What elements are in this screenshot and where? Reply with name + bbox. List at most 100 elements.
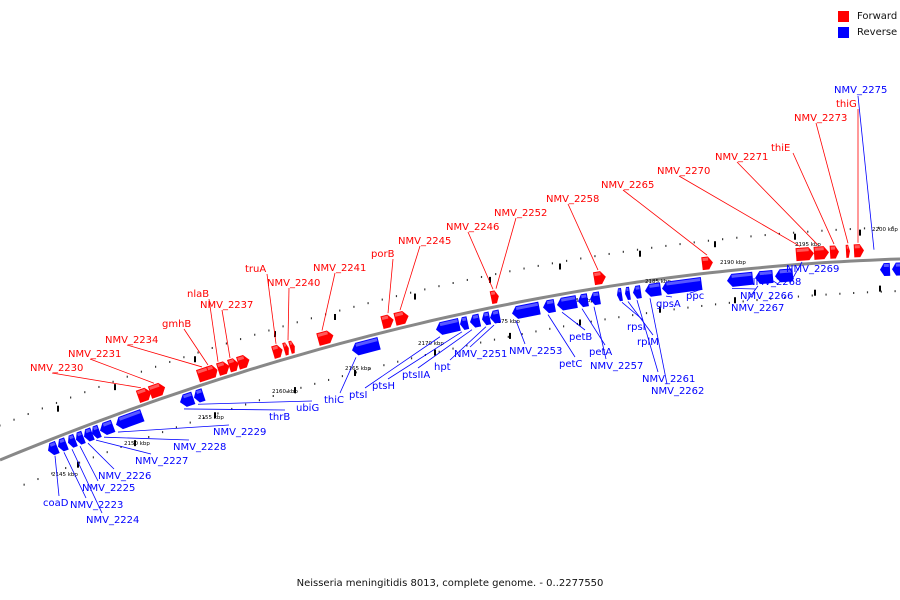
reverse-gene-arrow [557, 295, 578, 311]
reverse-gene-label: rpsI [627, 322, 646, 333]
forward-gene-arrow-shape [489, 290, 499, 305]
forward-gene-label: NMV_2252 [494, 208, 547, 219]
reverse-gene-arrow-highlight [439, 319, 458, 327]
forward-gene-arrow [592, 271, 606, 286]
reverse-gene-arrow-highlight [618, 289, 621, 293]
legend-reverse-label: Reverse [857, 27, 898, 38]
reverse-gene-arrow-shape [194, 388, 206, 403]
forward-gene-arrow [271, 344, 283, 359]
reverse-gene-arrow-shape [633, 285, 642, 299]
reverse-gene-arrow [490, 309, 502, 324]
reverse-leader-line [183, 408, 286, 411]
reverse-gene-arrow-highlight [759, 271, 772, 276]
forward-gene-arrow-shape [592, 271, 606, 286]
reverse-gene-arrow-highlight [196, 389, 202, 394]
forward-gene-arrow [282, 342, 289, 356]
forward-gene-arrow [813, 246, 829, 260]
forward-gene-arrow-shape [288, 340, 295, 354]
reverse-gene-label: NMV_2257 [590, 361, 643, 372]
forward-leader-line [387, 258, 394, 314]
reverse-gene-arrow [617, 287, 623, 302]
reverse-leader-line [665, 295, 673, 298]
reverse-gene-arrow [84, 427, 95, 442]
forward-gene-arrow [216, 361, 230, 376]
reverse-leader-line [339, 357, 357, 394]
reverse-leader-line [636, 300, 659, 373]
reverse-gene-label: NMV_2266 [740, 291, 793, 302]
reverse-gene-label: NMV_2227 [135, 456, 188, 467]
forward-gene-arrow-highlight [814, 247, 824, 251]
reverse-gene-label: petB [569, 332, 592, 343]
reverse-gene-arrow [512, 301, 541, 319]
reverse-gene-arrow-shape [617, 287, 623, 302]
forward-gene-arrow-highlight [228, 359, 234, 364]
reverse-gene-arrow-shape [180, 391, 196, 407]
reverse-gene-arrow-highlight [85, 428, 91, 434]
forward-gene-arrow-shape [236, 355, 250, 370]
forward-gene-arrow [795, 247, 814, 262]
forward-leader-line [208, 298, 219, 362]
forward-gene-arrow [489, 290, 499, 305]
reverse-gene-label: NMV_2226 [98, 471, 151, 482]
reverse-leader-line [561, 311, 586, 331]
reverse-gene-arrow [625, 286, 631, 301]
scale-tick-label: 2145 kbp [52, 472, 78, 478]
forward-gene-arrow-shape [205, 364, 218, 380]
reverse-gene-arrow-shape [68, 433, 78, 448]
forward-gene-arrow [853, 244, 864, 258]
reverse-gene-arrow [58, 437, 69, 452]
forward-gene-label: NMV_2271 [715, 152, 768, 163]
forward-gene-arrow [135, 387, 152, 403]
forward-leader-line [221, 309, 231, 358]
forward-gene-arrow-shape [829, 245, 839, 259]
reverse-gene-arrow-shape [460, 316, 470, 330]
reverse-leader-line [649, 298, 668, 385]
reverse-leader-line [449, 326, 487, 361]
reverse-leader-line [689, 288, 703, 294]
reverse-gene-arrow [727, 271, 754, 287]
forward-gene-arrow [380, 314, 394, 329]
forward-gene-label: NMV_2241 [313, 263, 366, 274]
reverse-leader-line [789, 261, 803, 284]
reverse-gene-arrow [76, 430, 86, 445]
forward-leader-line [399, 245, 421, 311]
reverse-gene-arrow-highlight [182, 392, 192, 399]
reverse-leader-line [364, 336, 441, 389]
reverse-gene-label: ptsH [372, 381, 395, 392]
legend-reverse: Reverse [838, 25, 897, 40]
reverse-gene-arrow-shape [543, 298, 556, 314]
reverse-gene-arrow-highlight [515, 302, 539, 311]
reverse-gene-arrow-highlight [461, 317, 467, 322]
reverse-gene-arrow-shape [727, 271, 754, 287]
reverse-gene-arrow-shape [482, 311, 492, 326]
reverse-gene-arrow-highlight [77, 432, 82, 437]
reverse-leader-line [417, 329, 473, 369]
reverse-gene-arrow-shape [775, 268, 794, 283]
forward-gene-arrow-shape [795, 247, 814, 262]
reverse-gene-arrow-shape [578, 293, 589, 308]
forward-gene-arrow-highlight [394, 311, 404, 317]
reverse-gene-arrow-shape [512, 301, 541, 319]
reverse-gene-arrow-shape [100, 419, 116, 436]
reverse-gene-arrow [48, 440, 60, 456]
reverse-gene-arrow [662, 276, 703, 295]
forward-gene-label: gmhB [162, 319, 191, 330]
forward-leader-line [89, 358, 155, 384]
reverse-leader-line [515, 320, 526, 345]
reverse-gene-label: NMV_2229 [213, 427, 266, 438]
reverse-gene-arrow-shape [490, 309, 502, 324]
reverse-gene-label: ubiG [296, 403, 319, 414]
forward-gene-arrow-highlight [217, 362, 225, 368]
forward-gene-arrow-highlight [149, 383, 160, 390]
forward-gene-arrow-highlight [846, 245, 849, 249]
reverse-gene-arrow-shape [76, 430, 86, 445]
reverse-gene-arrow-highlight [626, 287, 629, 292]
reverse-gene-arrow [180, 391, 196, 407]
reverse-gene-arrow-shape [880, 262, 891, 277]
forward-leader-line [321, 272, 336, 331]
forward-gene-arrow-shape [271, 344, 283, 359]
reverse-gene-arrow-shape [590, 291, 601, 306]
reverse-gene-arrow-shape [48, 440, 60, 456]
scale-tick-label: 2165 kbp [345, 366, 371, 372]
